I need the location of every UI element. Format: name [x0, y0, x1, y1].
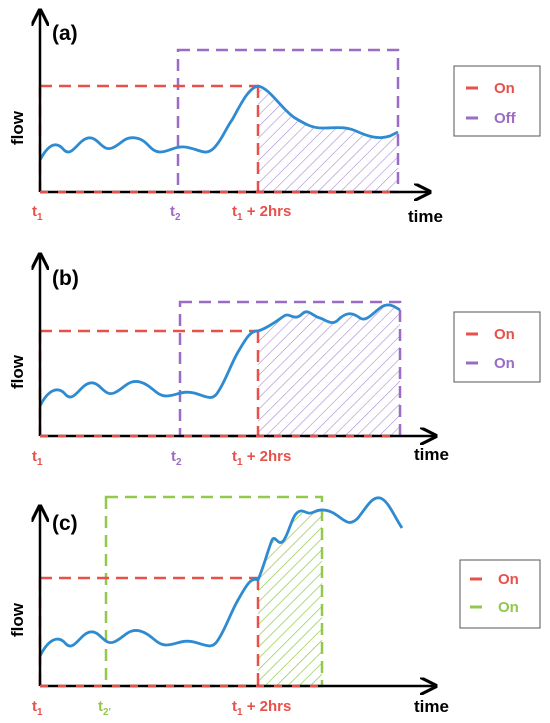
y-axis-label-b: flow [8, 354, 27, 389]
legend-item-c-2: On [498, 599, 519, 616]
x-axis-label-a: time [408, 207, 443, 226]
legend-b: On On [453, 311, 541, 383]
hatched-area-c [258, 508, 322, 686]
legend-item-c-1: On [498, 571, 519, 588]
legend-item-a-2: Off [494, 110, 517, 127]
flow-curve-c [38, 496, 404, 657]
x-axis-label-c: time [414, 697, 449, 716]
legend-item-a-1: On [494, 80, 515, 97]
hatched-area-a [258, 88, 398, 192]
legend-item-b-1: On [494, 326, 515, 343]
panel-c: (c) flow time t1 t2' t1 + 2hrs On On [8, 495, 541, 718]
panel-a: (a) flow time t1 t2 t1 + 2hrs On Off [8, 12, 541, 226]
flow-curve-b [38, 303, 401, 407]
tick-t2-a: t2 [170, 203, 181, 223]
legend-item-b-2: On [494, 355, 515, 372]
y-axis-label-a: flow [8, 110, 27, 145]
tick-t1plus-b: t1 + 2hrs [232, 448, 291, 468]
panel-b: (b) flow time t1 t2 t1 + 2hrs On On [8, 256, 541, 468]
panel-label-b: (b) [52, 267, 79, 290]
tick-t1-a: t1 [32, 203, 43, 223]
tick-t2-b: t2 [171, 448, 182, 468]
tick-t2-c: t2' [98, 698, 111, 718]
hatched-area-b [258, 304, 400, 436]
y-axis-label-c: flow [8, 602, 27, 637]
window-box-a [176, 48, 400, 194]
tick-t1-c: t1 [32, 698, 43, 718]
panel-label-a: (a) [52, 22, 78, 45]
tick-t1-b: t1 [32, 448, 43, 468]
panel-label-c: (c) [52, 512, 78, 535]
flow-curve-a [38, 84, 399, 161]
legend-a: On Off [453, 65, 541, 137]
legend-c: On On [459, 559, 541, 629]
x-axis-label-b: time [414, 445, 449, 464]
tick-t1plus-c: t1 + 2hrs [232, 698, 291, 718]
tick-t1plus-a: t1 + 2hrs [232, 203, 291, 223]
